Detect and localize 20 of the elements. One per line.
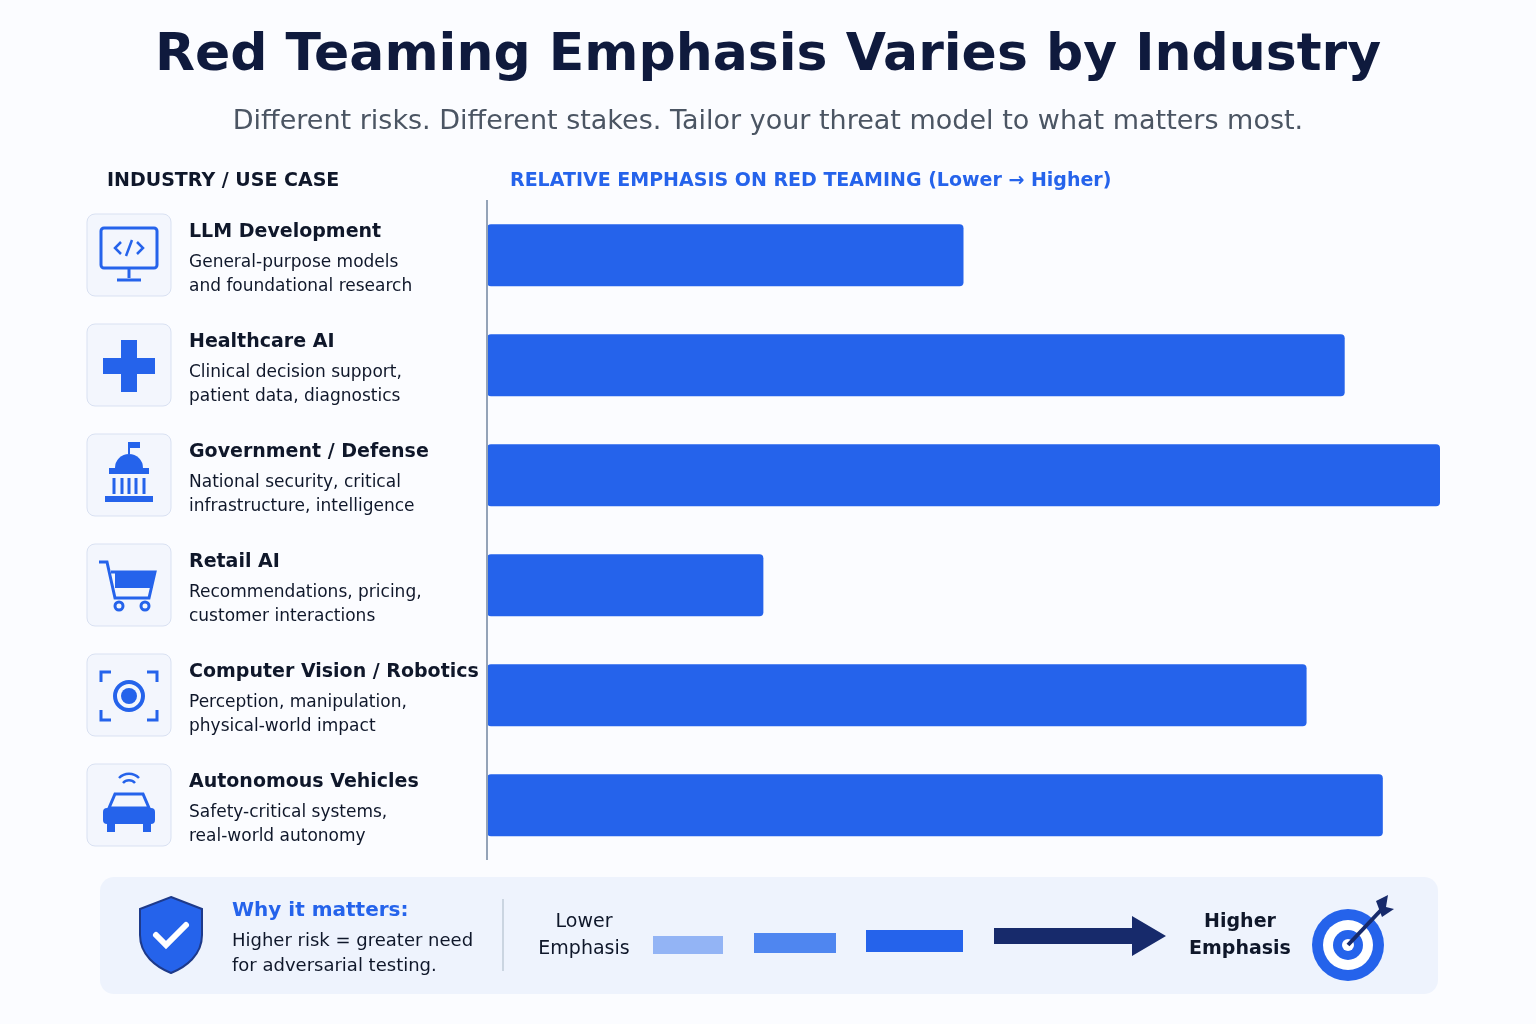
y-tick-label: Retail AI Recommendations, pricing, customer interactions (189, 549, 422, 625)
y-tick-label: Autonomous Vehicles Safety-critical systems, real-world autonomy (189, 769, 419, 845)
y-tick-label: LLM Development General-purpose models and foundational research (189, 219, 413, 295)
y-tick-label: Healthcare AI Clinical decision support, patient data, diagnostics (189, 329, 402, 405)
x-axis-title: RELATIVE EMPHASIS ON RED TEAMING (Lower → Higher) (510, 168, 1112, 190)
bar (487, 664, 1307, 727)
chart-title: Red Teaming Emphasis Varies by Industry (153, 22, 1383, 82)
bar (487, 774, 1383, 837)
bar (487, 444, 1440, 507)
text: Higher risk = greater need for adversarial testing. (232, 928, 474, 977)
y-tick-label: Computer Vision / Robotics Perception, manipulation, physical-world impact (189, 659, 479, 735)
text: Lower Emphasis (537, 908, 631, 960)
bar (487, 554, 764, 617)
chart-subtitle: Different risks. Different stakes. Tailor your threat model to what matters most. (231, 104, 1305, 135)
y-tick-label: Government / Defense National security, critical infrastructure, intelligence (189, 439, 429, 515)
text: Why it matters: (232, 897, 409, 921)
bar (487, 334, 1345, 397)
text: Higher Emphasis (1188, 908, 1292, 960)
bar (487, 224, 964, 287)
text: INDUSTRY / USE CASE (107, 168, 340, 190)
